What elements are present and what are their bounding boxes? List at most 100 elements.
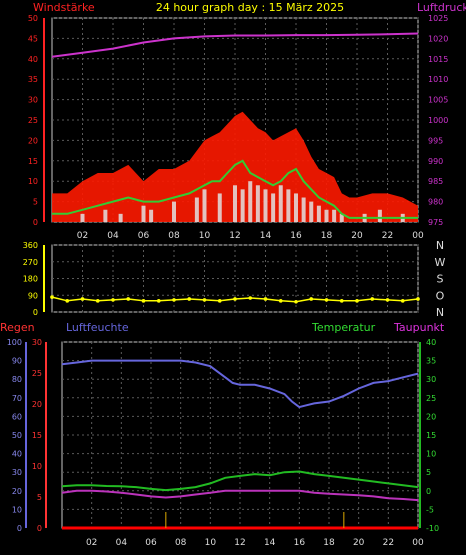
wind-direction-point: [217, 299, 222, 303]
rain-bar: [332, 209, 337, 222]
dewpoint-line: [61, 489, 419, 502]
wind-y-tick: 35: [28, 75, 38, 84]
wind-direction-point: [385, 298, 390, 302]
climate-x-tick: 14: [264, 538, 276, 548]
wind-direction-point: [278, 299, 283, 303]
wind-direction-point: [95, 299, 100, 303]
humidity-y-tick: 20: [12, 487, 22, 496]
wind-direction-point: [187, 297, 192, 301]
wind-direction-point: [248, 296, 253, 300]
rain-bar: [240, 189, 245, 222]
temperature-y-tick: 25: [426, 394, 436, 403]
wind-direction-point: [355, 299, 359, 303]
pressure-y-tick: 1015: [428, 55, 448, 64]
wind-y-tick: 50: [28, 14, 38, 23]
humidity-y-tick: 100: [7, 338, 22, 347]
rain-bar: [294, 193, 298, 222]
wind-y-tick: 45: [28, 34, 38, 43]
rain-y-tick: 10: [32, 462, 42, 471]
wind-direction-point: [50, 295, 54, 299]
wind-average-line: [52, 159, 418, 219]
temperature-y-tick: -5: [426, 505, 434, 514]
wind-direction-point: [202, 298, 207, 302]
wind-direction-point: [65, 299, 70, 303]
rain-bar: [141, 205, 146, 222]
wind-y-tick: 30: [28, 96, 38, 105]
pressure-y-tick: 980: [428, 198, 443, 207]
rain-bar: [339, 213, 344, 222]
pressure-y-tick: 1010: [428, 75, 448, 84]
climate-x-tick: 18: [323, 538, 335, 548]
wind-x-tick: 06: [138, 231, 150, 241]
legend-luftfeuchte: Luftfeuchte: [66, 321, 129, 334]
wind-direction-point: [233, 297, 237, 301]
climate-x-tick: 00: [412, 538, 424, 548]
wind-direction-point: [370, 297, 375, 301]
pressure-y-tick: 1020: [428, 34, 448, 43]
wind-direction-point: [324, 298, 329, 302]
pressure-y-tick: 985: [428, 177, 443, 186]
rain-y-tick: 0: [37, 524, 42, 533]
climate-x-tick: 06: [145, 538, 157, 548]
wind-y-tick: 15: [28, 157, 38, 166]
direction-y-tick: 270: [23, 258, 38, 267]
humidity-line: [61, 359, 419, 409]
wind-x-tick: 20: [351, 231, 363, 241]
humidity-y-tick: 50: [12, 431, 22, 440]
direction-y-tick: 0: [33, 308, 38, 317]
rain-bar: [202, 189, 207, 222]
wind-y-tick: 10: [28, 177, 38, 186]
wind-y-tick: 40: [28, 55, 38, 64]
compass-label: O: [436, 289, 445, 302]
humidity-y-tick: 10: [12, 505, 22, 514]
wind-x-tick: 10: [199, 231, 211, 241]
wind-direction-point: [80, 297, 85, 301]
pressure-y-tick: 995: [428, 136, 443, 145]
rain-bar: [263, 189, 268, 222]
humidity-y-tick: 90: [12, 357, 22, 366]
temperature-y-tick: 20: [426, 412, 436, 421]
rain-bar: [286, 189, 291, 222]
wind-x-tick: 02: [77, 231, 88, 241]
humidity-y-tick: 60: [12, 412, 22, 421]
wind-x-tick: 22: [382, 231, 393, 241]
rain-y-tick: 25: [32, 369, 42, 378]
climate-x-tick: 20: [353, 538, 365, 548]
wind-x-tick: 08: [168, 231, 180, 241]
temperature-y-tick: 40: [426, 338, 436, 347]
temperature-y-tick: 30: [426, 375, 436, 384]
temperature-y-tick: 35: [426, 357, 436, 366]
rain-bar: [309, 201, 314, 222]
humidity-y-tick: 70: [12, 394, 22, 403]
compass-label: S: [437, 273, 444, 286]
wind-x-tick: 04: [107, 231, 119, 241]
climate-x-tick: 22: [383, 538, 394, 548]
temperature-y-tick: 5: [426, 468, 431, 477]
wind-direction-point: [416, 297, 420, 301]
climate-x-tick: 02: [86, 538, 97, 548]
rain-y-tick: 30: [32, 338, 42, 347]
gust-area: [52, 111, 418, 222]
direction-y-tick: 90: [28, 291, 38, 300]
pressure-y-tick: 1000: [428, 116, 448, 125]
climate-x-tick: 12: [234, 538, 245, 548]
pressure-y-tick: 975: [428, 218, 443, 227]
humidity-y-tick: 40: [12, 450, 22, 459]
rain-bar: [255, 185, 260, 222]
climate-panel-frame: [61, 341, 419, 529]
rain-bar: [271, 193, 276, 222]
pressure-line: [51, 32, 419, 58]
wind-x-tick: 16: [290, 231, 302, 241]
humidity-y-tick: 80: [12, 375, 22, 384]
climate-x-tick: 08: [175, 538, 187, 548]
rain-bar: [149, 209, 154, 222]
wind-x-tick: 00: [412, 231, 424, 241]
wind-y-tick: 20: [28, 136, 38, 145]
humidity-y-tick: 0: [17, 524, 22, 533]
rain-y-tick: 20: [32, 400, 42, 409]
rain-bar: [172, 201, 176, 222]
rain-bar: [301, 197, 306, 222]
wind-direction-point: [294, 299, 298, 304]
direction-y-tick: 180: [23, 275, 38, 284]
wind-y-tick: 25: [28, 116, 38, 125]
